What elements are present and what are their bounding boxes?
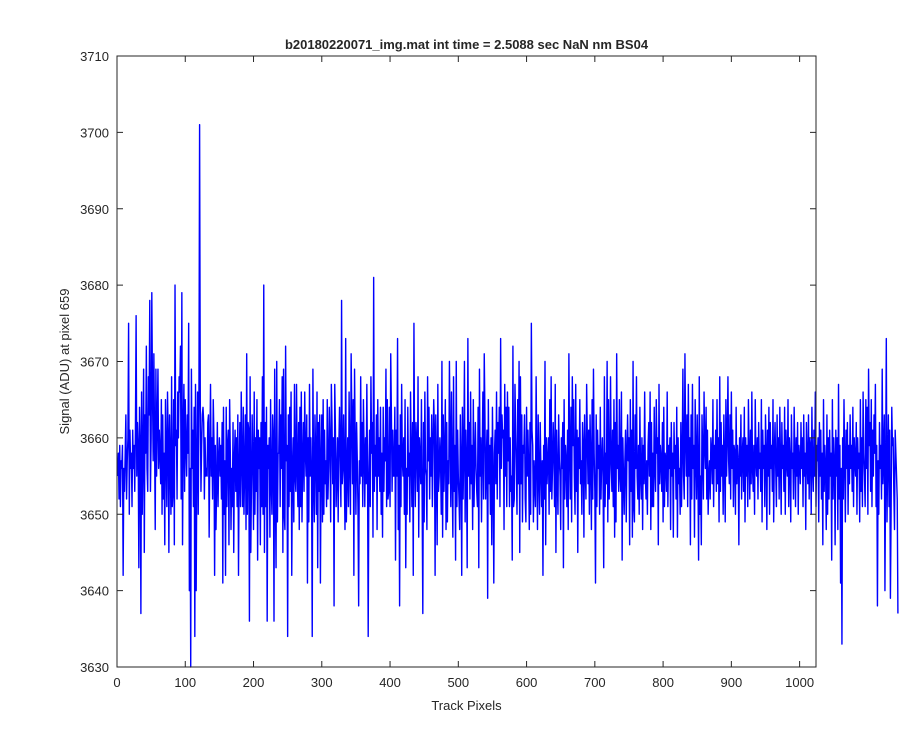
x-tick-label: 500 <box>447 675 469 690</box>
y-tick-label: 3650 <box>80 507 109 522</box>
y-tick-label: 3660 <box>80 431 109 446</box>
x-tick-label: 200 <box>243 675 265 690</box>
y-tick-label: 3630 <box>80 660 109 675</box>
x-axis-ticks: 0 100 200 300 400 500 600 700 800 900 1000 <box>113 56 814 690</box>
x-axis-label: Track Pixels <box>431 698 502 713</box>
x-tick-label: 400 <box>379 675 401 690</box>
plot-area <box>117 56 816 667</box>
data-layer <box>116 124 899 668</box>
series-line-0 <box>116 124 899 668</box>
y-tick-label: 3690 <box>80 202 109 217</box>
x-tick-label: 1000 <box>785 675 814 690</box>
x-tick-label: 900 <box>721 675 743 690</box>
x-tick-label: 600 <box>516 675 538 690</box>
chart-title: b20180220071_img.mat int time = 2.5088 s… <box>285 37 649 52</box>
y-tick-label: 3640 <box>80 584 109 599</box>
x-tick-label: 300 <box>311 675 333 690</box>
y-axis-ticks: 3630 3640 3650 3660 3670 3680 3690 3700 3710 <box>80 49 816 675</box>
x-tick-label: 100 <box>174 675 196 690</box>
x-tick-label: 800 <box>652 675 674 690</box>
x-tick-label: 0 <box>113 675 120 690</box>
y-tick-label: 3670 <box>80 355 109 370</box>
y-tick-label: 3710 <box>80 49 109 64</box>
y-tick-label: 3680 <box>80 278 109 293</box>
x-tick-label: 700 <box>584 675 606 690</box>
y-axis-label: Signal (ADU) at pixel 659 <box>57 289 72 435</box>
y-tick-label: 3700 <box>80 125 109 140</box>
